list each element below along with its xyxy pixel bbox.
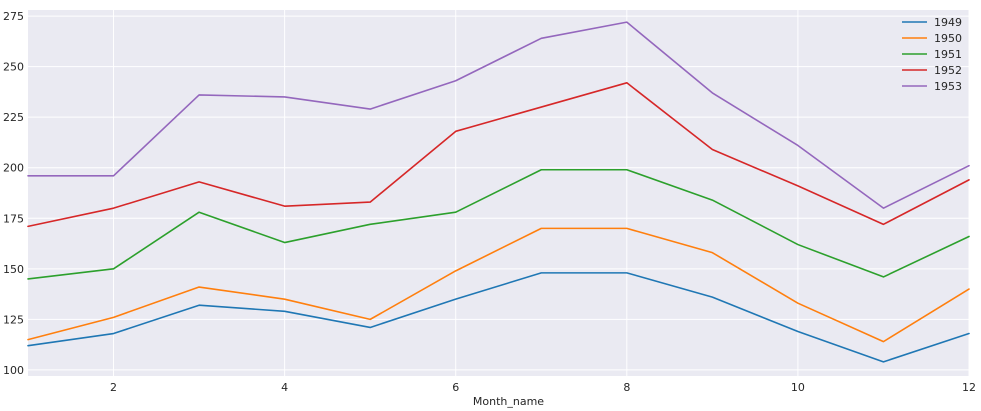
legend-label-1953: 1953: [934, 80, 962, 93]
x-tick-label: 8: [623, 381, 630, 394]
y-tick-label: 200: [3, 162, 24, 175]
legend-label-1949: 1949: [934, 16, 962, 29]
x-tick-label: 2: [110, 381, 117, 394]
legend-label-1950: 1950: [934, 32, 962, 45]
series-line-1949: [27, 272, 970, 363]
x-tick-label: 10: [791, 381, 805, 394]
series-line-1953: [27, 21, 970, 209]
series-line-1951: [27, 168, 970, 280]
legend: 1949 1950 1951 1952 1953: [902, 16, 962, 93]
x-tick-label: 12: [962, 381, 976, 394]
legend-label-1951: 1951: [934, 48, 962, 61]
y-tick-label: 150: [3, 263, 24, 276]
x-tick-label: 6: [452, 381, 459, 394]
series-lines: [27, 21, 970, 363]
y-tick-label: 175: [3, 212, 24, 225]
y-tick-label: 100: [3, 364, 24, 377]
y-tick-label: 250: [3, 61, 24, 74]
series-line-1950: [27, 227, 970, 343]
legend-label-1952: 1952: [934, 64, 962, 77]
x-tick-label: 4: [281, 381, 288, 394]
y-tick-label: 275: [3, 10, 24, 23]
series-line-1952: [27, 81, 970, 228]
x-axis-label: Month_name: [473, 395, 544, 408]
y-tick-label: 125: [3, 313, 24, 326]
plot-background: [28, 10, 969, 376]
x-axis-ticks: 2 4 6 8 10 12: [110, 381, 976, 394]
grid: [28, 10, 970, 376]
y-tick-label: 225: [3, 111, 24, 124]
y-axis-ticks: 100 125 150 175 200 225 250 275: [3, 10, 24, 377]
